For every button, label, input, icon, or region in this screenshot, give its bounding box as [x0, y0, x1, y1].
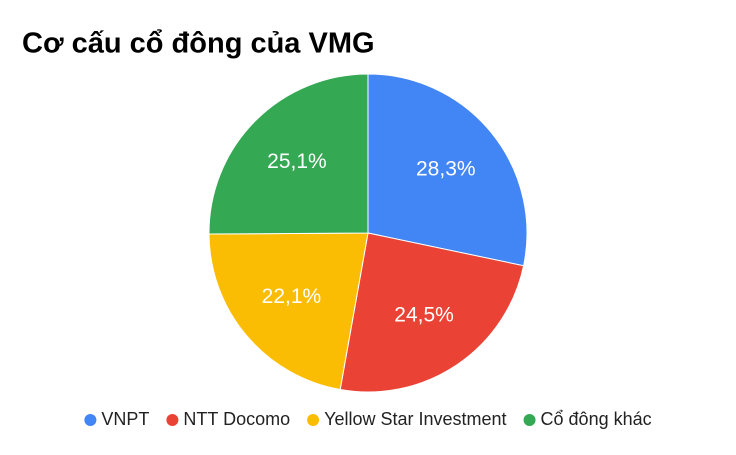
legend: VNPT NTT Docomo Yellow Star Investment Cổ đ… [84, 409, 652, 429]
pie-slice [339, 232, 525, 393]
data-label: 22,1% [262, 285, 322, 308]
chart-title: Cơ cấu cổ đông của VMG [22, 28, 375, 60]
legend-label: Yellow Star Investment [324, 409, 506, 429]
pie-slice [208, 232, 369, 391]
legend-marker [307, 414, 320, 426]
legend-label: VNPT [101, 409, 149, 429]
legend-marker [166, 414, 179, 426]
pie-slice [367, 73, 528, 267]
legend-label: NTT Docomo [183, 409, 290, 429]
data-label: 28,3% [416, 157, 476, 180]
legend-label: Cổ đông khác [541, 409, 652, 429]
data-label: 24,5% [394, 304, 454, 327]
legend-marker [84, 414, 97, 426]
legend-marker [523, 414, 536, 426]
pie-slice [208, 73, 369, 235]
data-label: 25,1% [267, 150, 327, 173]
